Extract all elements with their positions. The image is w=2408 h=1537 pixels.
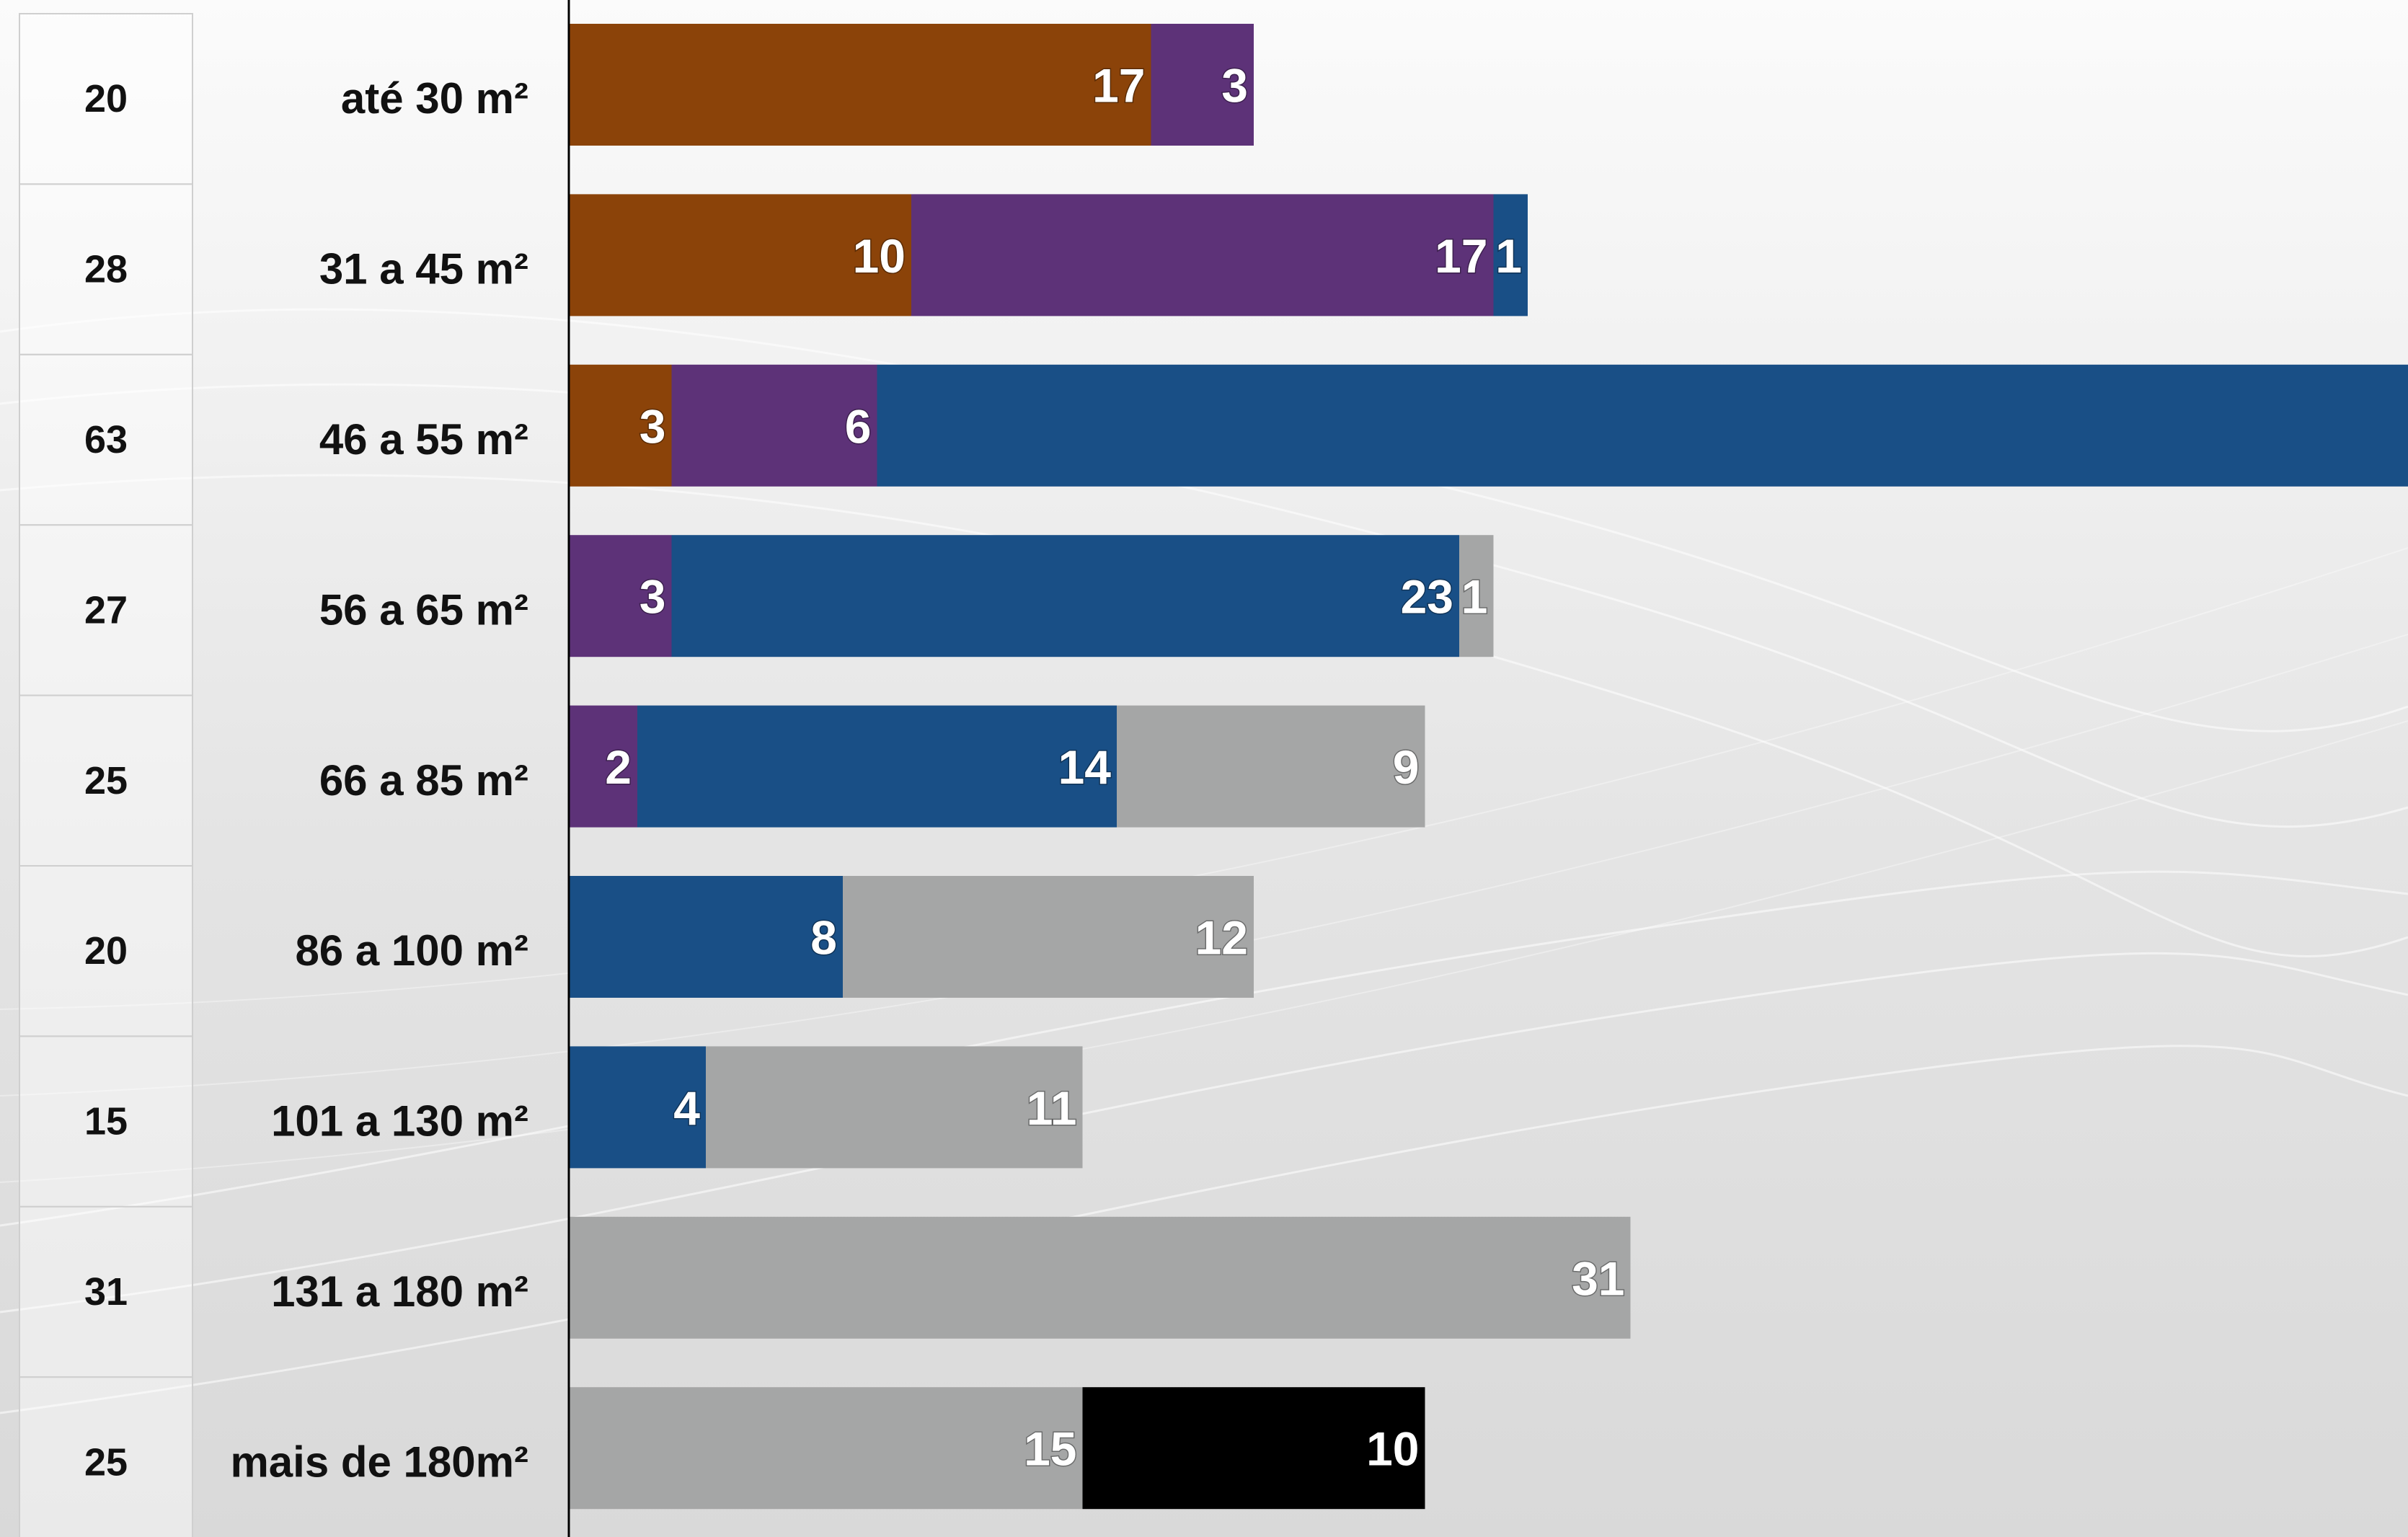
bar-segment <box>569 535 672 657</box>
category-label: 131 a 180 m² <box>271 1267 528 1316</box>
bar-segment <box>569 1046 706 1169</box>
category-label: 46 a 55 m² <box>319 415 528 464</box>
category-label: 66 a 85 m² <box>319 756 528 805</box>
row-total-label: 27 <box>84 588 128 632</box>
bar-segment <box>911 194 1494 316</box>
segment-value-label: 3 <box>639 570 666 624</box>
bar-segment <box>706 1046 1083 1169</box>
segment-value-labels: 17310171365432312149812411311510 <box>604 58 1626 1476</box>
row-total-label: 20 <box>84 929 128 973</box>
segment-value-label: 10 <box>853 229 906 283</box>
segment-value-label: 1 <box>1461 570 1488 624</box>
category-label: até 30 m² <box>341 74 528 123</box>
bar-segment <box>1459 535 1494 657</box>
category-label: 86 a 100 m² <box>295 926 528 975</box>
segment-value-label: 3 <box>1221 59 1248 112</box>
category-label: 56 a 65 m² <box>319 585 528 634</box>
total-cell <box>19 1035 193 1208</box>
bar-segment <box>843 876 1254 998</box>
segment-value-label: 14 <box>1058 740 1112 794</box>
bar-segment <box>569 194 911 316</box>
row-total-label: 63 <box>84 418 128 461</box>
segment-value-label: 12 <box>1195 911 1248 965</box>
row-total-label: 25 <box>84 1440 128 1484</box>
bar-segment <box>569 364 672 487</box>
segment-value-label: 4 <box>673 1081 700 1135</box>
segment-value-label: 6 <box>845 399 872 453</box>
row-total-label: 25 <box>84 759 128 802</box>
segment-value-label: 11 <box>1027 1081 1077 1135</box>
row-total-label: 28 <box>84 248 128 291</box>
segment-value-label: 10 <box>1366 1422 1419 1476</box>
bar-segment <box>877 364 2408 487</box>
segment-value-label: 17 <box>1435 229 1487 283</box>
bar-segment <box>1493 194 1528 316</box>
row-total-label: 15 <box>84 1100 128 1143</box>
category-label: 101 a 130 m² <box>271 1097 528 1146</box>
row-total-label: 20 <box>84 77 128 120</box>
category-label: mais de 180m² <box>230 1438 528 1486</box>
bar-segment <box>671 535 1459 657</box>
bar-segment <box>1151 24 1254 146</box>
bar-segment <box>569 705 637 828</box>
category-label: 31 a 45 m² <box>319 245 528 293</box>
bar-segments <box>569 24 2408 1510</box>
segment-value-label: 3 <box>639 399 666 453</box>
category-labels: até 30 m² 31 a 45 m² 46 a 55 m² 56 a 65 m² 6… <box>230 74 528 1486</box>
segment-value-label: 15 <box>1024 1422 1076 1476</box>
bar-segment <box>1082 1387 1425 1510</box>
segment-value-label: 17 <box>1092 59 1145 112</box>
total-cell <box>19 1376 193 1537</box>
totals-column: 20 28 63 27 25 20 15 31 25 <box>19 13 193 1537</box>
bar-segment <box>637 705 1117 828</box>
bar-segment <box>1117 705 1425 828</box>
segment-value-label: 8 <box>810 911 837 965</box>
bar-segment <box>569 24 1151 146</box>
bar-segment <box>569 1387 1083 1510</box>
bar-segment <box>569 1216 1631 1339</box>
total-cell <box>19 865 193 1037</box>
total-cell <box>19 13 193 185</box>
total-cell <box>19 1205 193 1378</box>
segment-value-label: 1 <box>1495 229 1522 283</box>
segment-value-label: 31 <box>1572 1252 1624 1305</box>
bar-segment <box>671 364 877 487</box>
segment-value-label: 2 <box>605 740 632 794</box>
segment-value-label: 23 <box>1401 570 1453 624</box>
bar-segment <box>569 876 843 998</box>
segment-value-label: 9 <box>1393 740 1420 794</box>
row-total-label: 31 <box>84 1270 128 1314</box>
